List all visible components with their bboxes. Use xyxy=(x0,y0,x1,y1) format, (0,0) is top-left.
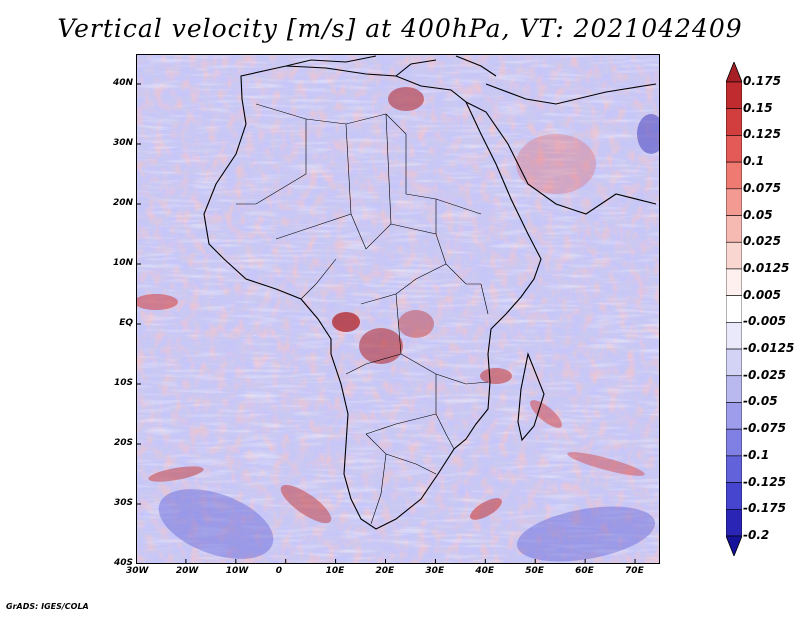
colorbar-swatch xyxy=(725,402,743,430)
colorbar xyxy=(725,60,743,558)
lon-label: 10E xyxy=(325,566,345,576)
colorbar-swatch xyxy=(725,428,743,457)
lat-label: 30S xyxy=(113,498,133,508)
lat-label: 20S xyxy=(113,438,133,448)
colorbar-swatch xyxy=(725,268,743,296)
lon-label: 70E xyxy=(625,566,644,576)
lon-label: 30E xyxy=(425,566,445,576)
field-streaks xyxy=(136,54,660,564)
colorbar-label: 0.0125 xyxy=(743,260,790,275)
chart-title: Vertical velocity [m/s] at 400hPa, VT: 2… xyxy=(57,14,743,43)
colorbar-swatch xyxy=(725,322,743,350)
grads-credit: GrADS: IGES/COLA xyxy=(6,602,89,611)
colorbar-label: -0.0125 xyxy=(743,341,795,356)
colorbar-label: -0.005 xyxy=(743,314,786,329)
colorbar-label: -0.075 xyxy=(743,421,786,436)
colorbar-label: -0.1 xyxy=(743,447,770,462)
colorbar-label: -0.025 xyxy=(743,367,786,382)
lon-label: 50E xyxy=(525,566,544,576)
colorbar-swatch xyxy=(725,508,743,537)
lon-label: 20E xyxy=(375,566,395,576)
colorbar-swatch xyxy=(725,295,743,323)
colorbar-label: 0.075 xyxy=(743,180,781,195)
colorbar-label: -0.05 xyxy=(743,394,778,409)
lon-label: 30W xyxy=(126,566,149,576)
colorbar-swatch xyxy=(725,375,743,403)
coastlines xyxy=(203,55,657,530)
colorbar-graphic xyxy=(725,60,743,558)
colorbar-label: 0.025 xyxy=(743,234,781,249)
lat-label: 10N xyxy=(112,258,133,268)
lat-label: 30N xyxy=(112,138,133,148)
colorbar-swatch xyxy=(725,241,743,270)
colorbar-swatch xyxy=(725,215,743,243)
madagascar-coastline xyxy=(517,352,545,442)
colorbar-swatch xyxy=(725,135,743,163)
colorbar-label: -0.2 xyxy=(743,528,770,542)
europe-coastline xyxy=(285,55,497,77)
lon-label: 60E xyxy=(575,566,594,576)
colorbar-swatch xyxy=(725,482,743,510)
colorbar-swatch xyxy=(725,81,743,110)
lat-label: 10S xyxy=(113,378,133,388)
colorbar-label: 0.1 xyxy=(743,154,765,169)
lon-label: 20W xyxy=(175,566,199,576)
africa-coastline xyxy=(203,65,542,530)
colorbar-label: 0.125 xyxy=(743,127,781,142)
colorbar-label: 0.175 xyxy=(743,74,781,88)
colorbar-label: -0.175 xyxy=(743,501,786,516)
colorbar-swatch xyxy=(725,348,743,377)
colorbar-label: 0.05 xyxy=(743,207,773,222)
colorbar-swatch xyxy=(725,455,743,483)
velocity-field-map xyxy=(134,54,665,565)
colorbar-min-arrow xyxy=(725,535,743,558)
colorbar-swatch xyxy=(725,188,743,216)
country-borders xyxy=(236,103,489,525)
colorbar-label: -0.125 xyxy=(743,474,786,489)
colorbar-label: 0.15 xyxy=(743,100,773,115)
lat-label: EQ xyxy=(119,318,133,328)
velocity-hotspots xyxy=(134,87,665,562)
arabia-coastline xyxy=(465,83,657,215)
lon-label: 10W xyxy=(225,566,249,576)
map-frame xyxy=(136,54,660,564)
lat-label: 40N xyxy=(112,78,133,88)
colorbar-swatch xyxy=(725,108,743,136)
map-panel: 40N 30N 20N 10N EQ 10S 20S 30S 40S 30W 20W 10W 0 10E… xyxy=(113,54,665,576)
colorbar-swatch xyxy=(725,161,743,190)
lat-label: 20N xyxy=(112,198,133,208)
lat-label: 40S xyxy=(113,558,133,568)
colorbar-label: 0.005 xyxy=(743,287,781,302)
lon-label: 40E xyxy=(475,566,495,576)
lon-label: 0 xyxy=(275,566,282,576)
colorbar-max-arrow xyxy=(725,60,743,83)
